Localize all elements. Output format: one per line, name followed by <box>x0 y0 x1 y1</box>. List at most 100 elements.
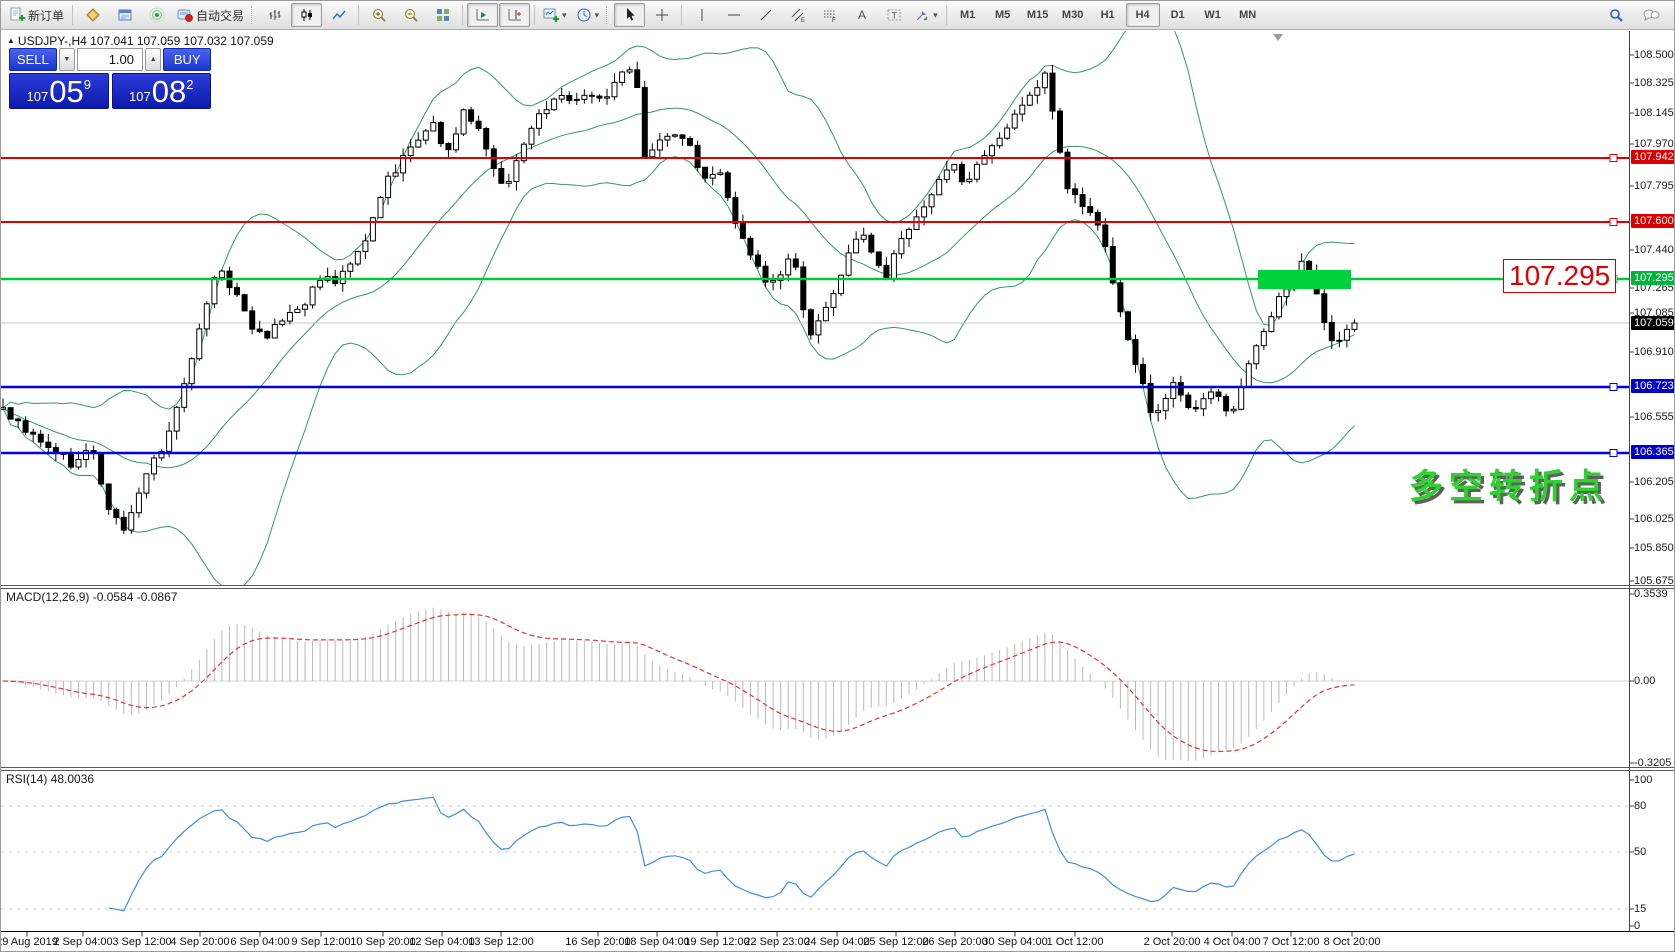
dropdown-caret-icon: ▾ <box>562 9 567 20</box>
fibonacci-icon: F <box>823 10 836 23</box>
profiles-window-icon <box>118 9 132 21</box>
buy-button[interactable]: BUY <box>163 48 211 71</box>
svg-text:F: F <box>832 18 836 23</box>
timeframe-h1-button[interactable]: H1 <box>1100 9 1115 21</box>
toolbar-drag-handle[interactable] <box>251 6 257 24</box>
bar-chart-icon <box>269 10 281 20</box>
vertical-line-icon <box>701 9 703 21</box>
toolbar-separator <box>462 5 464 25</box>
zoom-in-button[interactable] <box>363 3 394 27</box>
sell-price-display[interactable]: 107 05 9 <box>9 73 109 109</box>
sell-price-pip: 9 <box>83 77 91 92</box>
line-chart-button[interactable] <box>323 3 354 27</box>
new-chart-icon <box>543 8 560 22</box>
text-button[interactable]: A <box>846 3 877 27</box>
rsi-line <box>108 796 1355 912</box>
auto-trading-button[interactable]: 自动交易 <box>173 3 248 27</box>
price-callout-label[interactable]: 107.295 <box>1503 259 1617 293</box>
sell-price-prefix: 107 <box>26 89 49 104</box>
toolbar-right-group <box>1600 3 1670 27</box>
line-handle[interactable] <box>1609 383 1618 391</box>
crosshair-button[interactable] <box>646 3 677 27</box>
turning-point-annotation[interactable]: 多空转折点 <box>1409 468 1609 506</box>
cursor-button[interactable] <box>614 3 646 27</box>
timeframe-w1-button[interactable]: W1 <box>1204 9 1221 21</box>
timeframe-m15-button[interactable]: M15 <box>1026 9 1049 21</box>
new-order-label: 新订单 <box>28 8 65 23</box>
trendline-button[interactable] <box>750 3 781 27</box>
timeframe-m5-button[interactable]: M5 <box>994 9 1011 21</box>
toolbar-separator <box>358 5 360 25</box>
chat-button[interactable] <box>1635 3 1666 27</box>
dropdown-caret-icon: ▾ <box>933 9 938 20</box>
zoom-out-button[interactable] <box>395 3 426 27</box>
volume-input[interactable] <box>77 48 143 71</box>
chart-canvas[interactable] <box>1 31 1675 952</box>
auto-scroll-button[interactable] <box>467 3 499 27</box>
profiles-button[interactable] <box>109 3 140 27</box>
timeframe-mn-button[interactable]: MN <box>1239 9 1257 21</box>
equidistant-channel-button[interactable]: E <box>782 3 813 27</box>
line-handle[interactable] <box>1609 449 1618 457</box>
toolbar-separator <box>534 5 536 25</box>
cursor-arrow-icon <box>626 8 635 21</box>
styles-button[interactable] <box>77 3 108 27</box>
auto-scroll-icon <box>476 9 489 21</box>
bar-chart-button[interactable] <box>259 3 290 27</box>
toolbar-drag-handle[interactable] <box>606 6 612 24</box>
toolbar-separator <box>681 5 683 25</box>
timeframe-h4-button[interactable]: H4 <box>1125 3 1160 27</box>
timeframe-m1-button[interactable]: M1 <box>959 9 976 21</box>
svg-text:A: A <box>858 8 866 22</box>
vertical-line-button[interactable] <box>686 3 717 27</box>
auto-trading-icon <box>177 9 193 22</box>
buy-price-pip: 2 <box>186 77 194 92</box>
search-button[interactable] <box>1600 3 1631 27</box>
candlestick-chart-icon <box>301 9 312 21</box>
spinner-down-icon: ▼ <box>63 56 71 63</box>
crosshair-icon <box>655 9 668 21</box>
fibonacci-button[interactable]: F <box>814 3 845 27</box>
text-label-button[interactable]: T <box>878 3 909 27</box>
horizontal-line-button[interactable] <box>718 3 749 27</box>
svg-text:T: T <box>891 11 897 21</box>
chart-shift-marker[interactable] <box>1273 34 1283 41</box>
sell-button[interactable]: SELL <box>9 48 57 71</box>
svg-text:E: E <box>801 18 805 23</box>
rsi-panel <box>1 796 1629 912</box>
zoom-in-icon <box>372 9 386 22</box>
timeframe-d1-button[interactable]: D1 <box>1170 9 1185 21</box>
dropdown-caret-icon: ▾ <box>594 9 600 20</box>
shapes-dropdown-button[interactable]: ▾ <box>910 3 942 27</box>
diamond-icon <box>85 8 100 22</box>
signals-button[interactable] <box>141 3 172 27</box>
candlestick-chart-button[interactable] <box>291 3 323 27</box>
new-chart-dropdown-button[interactable]: ▾ <box>539 3 571 27</box>
shapes-icon <box>916 11 928 21</box>
new-order-icon <box>10 7 25 21</box>
rsi-indicator-label: RSI(14) 48.0036 <box>6 772 95 786</box>
clock-icon <box>577 8 591 22</box>
volume-decrease-button[interactable]: ▼ <box>58 48 75 71</box>
auto-trading-label: 自动交易 <box>196 8 245 23</box>
macd-panel <box>1 607 1629 761</box>
toolbar-separator <box>72 5 74 25</box>
period-dropdown-button[interactable]: ▾ <box>572 3 604 27</box>
timeframe-group: M1 M5 M15 M30 H1 H4 D1 W1 MN <box>951 3 1265 27</box>
timeframe-m30-button[interactable]: M30 <box>1061 9 1084 21</box>
toolbar-separator <box>945 5 947 25</box>
volume-increase-button[interactable]: ▲ <box>145 48 162 71</box>
tile-windows-button[interactable] <box>427 3 458 27</box>
signals-icon <box>149 7 165 23</box>
line-handle[interactable] <box>1609 154 1618 162</box>
line-handle[interactable] <box>1609 218 1618 226</box>
sell-price-big: 05 <box>49 74 84 109</box>
chart-shift-button[interactable] <box>499 3 531 27</box>
buy-price-display[interactable]: 107 08 2 <box>111 73 211 109</box>
collapse-marker-icon[interactable]: ▲ <box>7 36 15 45</box>
tile-windows-icon <box>436 9 449 21</box>
new-order-button[interactable]: 新订单 <box>5 3 68 27</box>
highlight-rectangle[interactable] <box>1258 270 1351 289</box>
trendline-icon <box>760 9 771 21</box>
